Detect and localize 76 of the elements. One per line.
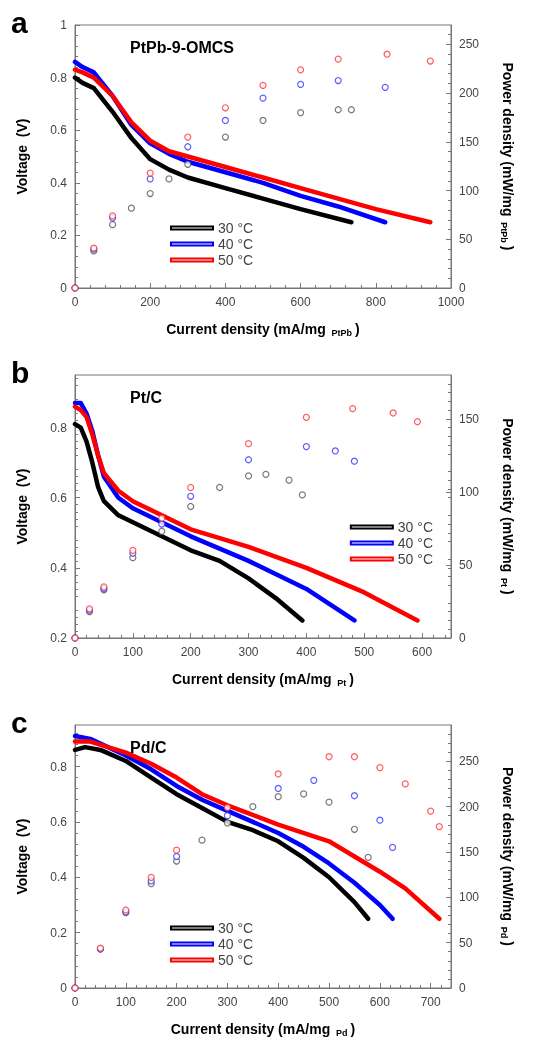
legend-label: 50 °C [218,952,254,968]
x-tick-label: 600 [369,995,391,1009]
y-axis-title: Voltage (V) [14,818,30,895]
x-tick-label: 0 [71,995,79,1009]
x-tick-label: 400 [296,645,317,659]
y-tick-label: 0.6 [50,123,68,138]
legend-label: 40 °C [218,236,254,252]
legend-label: 40 °C [397,535,433,551]
x-tick-label: 400 [215,295,236,309]
x-tick-label: 500 [319,995,340,1009]
y-axis-title: Voltage (V) [14,118,30,195]
y2-axis-title: Power density (mW/mg Pd) [498,766,516,947]
x-tick-label: 200 [140,295,161,309]
y-tick-label: 0 [60,281,68,295]
y2-tick-label: 150 [459,134,480,149]
y2-tick-label: 200 [459,86,480,101]
y-tick-label: 0 [60,981,68,995]
x-axis-title: Current density (mA/mg PtPb) [166,320,360,338]
text: PtPb-9-OMCS [130,38,235,56]
legend-label: 30 °C [397,519,433,535]
y2-axis-title: Power density (mW/mg Pt) [498,418,516,595]
x-tick-label: 300 [238,645,259,659]
y-tick-label: 0.2 [50,228,68,243]
y2-tick-label: 50 [459,557,473,572]
x-tick-label: 0 [71,645,79,659]
y-tick-label: 0.6 [50,814,68,829]
x-axis-title: Current density (mA/mg Pt) [171,670,355,688]
x-tick-label: 700 [420,995,442,1009]
x-tick-label: 100 [115,995,137,1009]
x-tick-label: 600 [412,645,433,659]
y2-tick-label: 250 [459,37,480,52]
x-tick-label: 100 [122,645,144,659]
y2-tick-label: 200 [459,799,480,814]
y-tick-label: 0.6 [50,490,68,505]
y2-tick-label: 100 [459,890,480,905]
x-tick-label: 200 [180,645,202,659]
legend-label: 30 °C [218,920,254,936]
y-tick-label: 1 [60,18,68,32]
x-tick-label: 800 [365,295,387,309]
y-tick-label: 0.4 [50,870,68,885]
legend-label: 50 °C [397,551,433,567]
x-tick-label: 500 [354,645,375,659]
y2-tick-label: 100 [459,183,480,198]
y2-axis-title: Power density (mW/mg PtPb) [498,62,516,251]
chart-title: a [11,5,28,39]
x-tick-label: 0 [71,295,79,309]
y2-tick-label: 150 [459,411,480,426]
y2-tick-label: 50 [459,232,473,247]
legend-label: 30 °C [218,220,254,236]
y2-tick-label: 0 [459,631,466,645]
y-tick-label: 0.4 [50,175,68,190]
y2-tick-label: 100 [459,484,480,499]
y-tick-label: 0.4 [50,560,68,575]
y-tick-label: 0.8 [50,759,68,774]
x-tick-label: 200 [166,995,187,1009]
x-tick-label: 400 [268,995,289,1009]
legend-label: 40 °C [218,936,254,952]
x-tick-label: 1000 [437,295,465,309]
y-axis-title: Voltage (V) [14,468,30,545]
chart-title: b [11,355,30,389]
y-tick-label: 0.8 [50,70,68,85]
text: Pd/C [130,738,167,756]
legend-label: 50 °C [218,252,254,268]
y2-tick-label: 150 [459,844,480,859]
x-tick-label: 300 [217,995,238,1009]
y2-tick-label: 50 [459,935,473,950]
y-tick-label: 0.2 [50,631,68,645]
y2-tick-label: 250 [459,754,480,769]
y2-tick-label: 0 [459,281,466,295]
text: Pt/C [130,388,163,406]
chart-title: c [11,705,28,739]
x-axis-title: Current density (mA/mg Pd) [170,1020,356,1038]
x-tick-label: 600 [290,295,311,309]
y2-tick-label: 0 [459,981,466,995]
y-tick-label: 0.2 [50,925,68,940]
y-tick-label: 0.8 [50,420,68,435]
